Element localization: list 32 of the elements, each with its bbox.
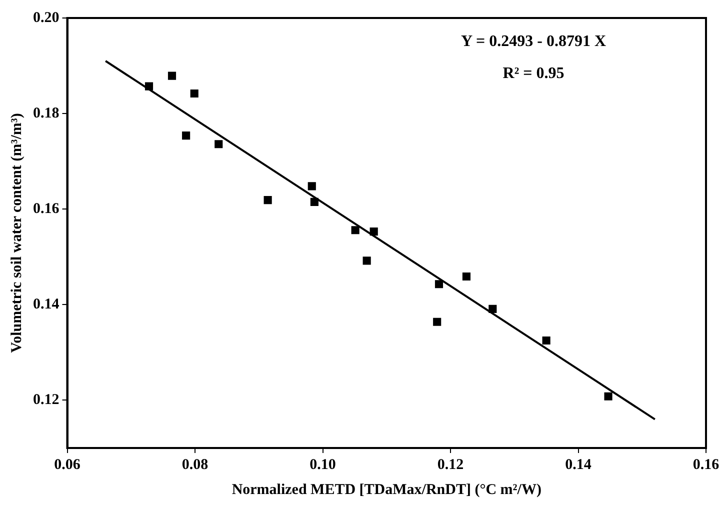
x-tick-label: 0.14 — [565, 456, 592, 473]
point — [362, 256, 371, 265]
point — [433, 318, 442, 326]
y-tick-label: 0.12 — [33, 392, 60, 408]
point — [214, 140, 223, 148]
x-axis-title: Normalized METD [TDaMax/RnDT] (°C m²/W) — [232, 482, 542, 498]
point — [144, 82, 154, 90]
annotation: Y = 0.2493 - 0.8791 X — [461, 33, 606, 50]
point — [182, 132, 190, 140]
point — [488, 304, 497, 313]
point — [310, 198, 318, 206]
y-tick-label: 0.20 — [33, 10, 60, 26]
point — [462, 272, 471, 281]
y-axis-title: Volumetric soil water content (m³/m³) — [8, 113, 25, 353]
point — [168, 72, 176, 80]
x-tick-label: 0.06 — [54, 456, 81, 473]
y-tick-label: 0.18 — [33, 105, 60, 122]
x-tick-label: 0.10 — [310, 456, 336, 473]
annotation: R² = 0.95 — [502, 65, 564, 82]
point — [542, 336, 550, 345]
point — [604, 392, 612, 400]
point — [264, 196, 272, 204]
x-tick-label: 0.16 — [692, 456, 720, 473]
x-tick-label: 0.12 — [437, 456, 464, 473]
point — [190, 89, 198, 98]
point — [370, 228, 378, 236]
point — [434, 280, 444, 288]
y-tick-label: 0.16 — [33, 200, 60, 217]
y-tick-label: 0.14 — [33, 296, 60, 313]
point — [351, 226, 360, 234]
x-tick-label: 0.08 — [182, 456, 208, 473]
point — [308, 182, 316, 190]
